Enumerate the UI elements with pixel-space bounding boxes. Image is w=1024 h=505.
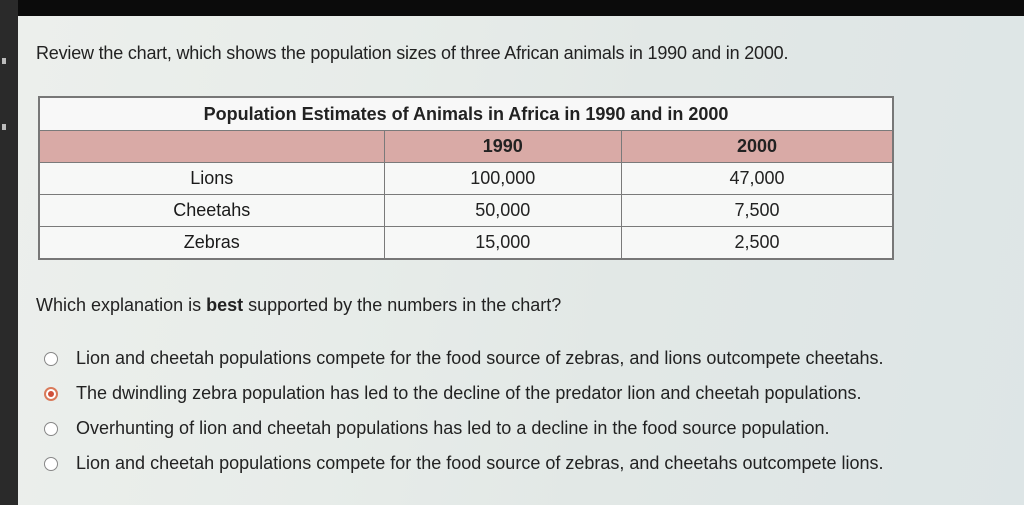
question-text: Which explanation is best supported by t… [36,295,561,316]
row-label: Lions [38,162,385,195]
question-panel: Review the chart, which shows the popula… [18,16,1024,505]
table-row-zebras: Zebras 15,000 2,500 [38,226,894,260]
table-caption: Population Estimates of Animals in Afric… [38,96,894,131]
header-1990: 1990 [383,130,622,163]
frame-mark [2,124,6,130]
radio-button[interactable] [44,351,58,366]
frame-mark [2,58,6,64]
row-label: Cheetahs [38,194,385,227]
header-empty [38,130,385,163]
cell-1990: 15,000 [383,226,622,260]
answer-option-2[interactable]: The dwindling zebra population has led t… [44,376,884,411]
question-after: supported by the numbers in the chart? [243,295,562,315]
row-label: Zebras [38,226,385,260]
question-before: Which explanation is [36,295,207,315]
table-row-cheetahs: Cheetahs 50,000 7,500 [38,194,894,227]
option-label: Lion and cheetah populations compete for… [76,348,884,368]
radio-button[interactable] [44,456,58,471]
cell-2000: 2,500 [620,226,894,260]
option-label: Overhunting of lion and cheetah populati… [76,418,830,438]
header-2000: 2000 [620,130,894,163]
table-caption-row: Population Estimates of Animals in Afric… [38,96,894,131]
left-frame-edge [0,0,18,505]
table-header-row: 1990 2000 [38,130,894,163]
cell-2000: 7,500 [620,194,894,227]
radio-button-selected[interactable] [44,386,58,401]
population-table: Population Estimates of Animals in Afric… [38,96,894,260]
cell-1990: 50,000 [383,194,622,227]
answer-option-1[interactable]: Lion and cheetah populations compete for… [44,341,884,376]
radio-button[interactable] [44,421,58,436]
option-label: Lion and cheetah populations compete for… [76,453,884,473]
option-label: The dwindling zebra population has led t… [76,383,862,403]
question-emphasis: best [206,295,244,315]
answer-option-3[interactable]: Overhunting of lion and cheetah populati… [44,411,884,446]
table-row-lions: Lions 100,000 47,000 [38,162,894,195]
prompt-text: Review the chart, which shows the popula… [36,43,789,63]
answer-option-4[interactable]: Lion and cheetah populations compete for… [44,446,884,481]
answer-options: Lion and cheetah populations compete for… [44,341,884,481]
cell-1990: 100,000 [383,162,622,195]
cell-2000: 47,000 [620,162,894,195]
